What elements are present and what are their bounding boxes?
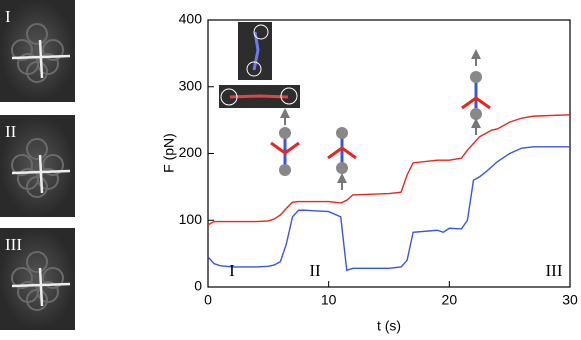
schematic: [270, 108, 300, 176]
bead: [42, 267, 64, 289]
strand: [11, 39, 71, 79]
y-tick-label: 100: [179, 211, 203, 227]
annotation: III: [546, 261, 563, 280]
bead: [11, 154, 33, 176]
inset-bead: [220, 88, 238, 106]
strand: [11, 154, 71, 194]
y-tick-label: 400: [179, 11, 203, 27]
panel-label: I: [5, 7, 11, 26]
x-tick-label: 30: [562, 292, 578, 308]
bead: [11, 39, 33, 61]
y-tick-label: 200: [179, 144, 203, 160]
bead: [37, 53, 59, 75]
bead: [26, 138, 48, 160]
strand: [11, 267, 71, 307]
bead: [37, 168, 59, 190]
x-axis-label: t (s): [377, 318, 401, 334]
panel-label: III: [5, 235, 22, 254]
panel-label: II: [5, 122, 17, 141]
series-line: [207, 114, 571, 226]
bead: [42, 154, 64, 176]
inset-bead: [280, 87, 298, 105]
inset-strand: [229, 94, 289, 99]
bead: [26, 251, 48, 273]
annotation: I: [229, 261, 235, 280]
y-axis-label: F (pN): [161, 133, 177, 173]
inset-strand: [252, 31, 260, 71]
bead: [11, 267, 33, 289]
series-line: [207, 146, 570, 272]
schematic: [461, 49, 491, 135]
y-tick-label: 0: [194, 278, 202, 294]
bead: [26, 23, 48, 45]
x-tick-label: 20: [442, 292, 458, 308]
y-tick-label: 300: [179, 77, 203, 93]
bead: [37, 281, 59, 303]
inset-bead: [246, 61, 262, 77]
inset-image: [238, 22, 272, 80]
x-tick-label: 10: [321, 292, 337, 308]
schematic: [327, 127, 357, 190]
insets: [219, 22, 491, 190]
bead: [42, 39, 64, 61]
annotation: II: [309, 261, 321, 280]
inset-bead: [253, 24, 269, 40]
x-tick-label: 0: [204, 292, 212, 308]
